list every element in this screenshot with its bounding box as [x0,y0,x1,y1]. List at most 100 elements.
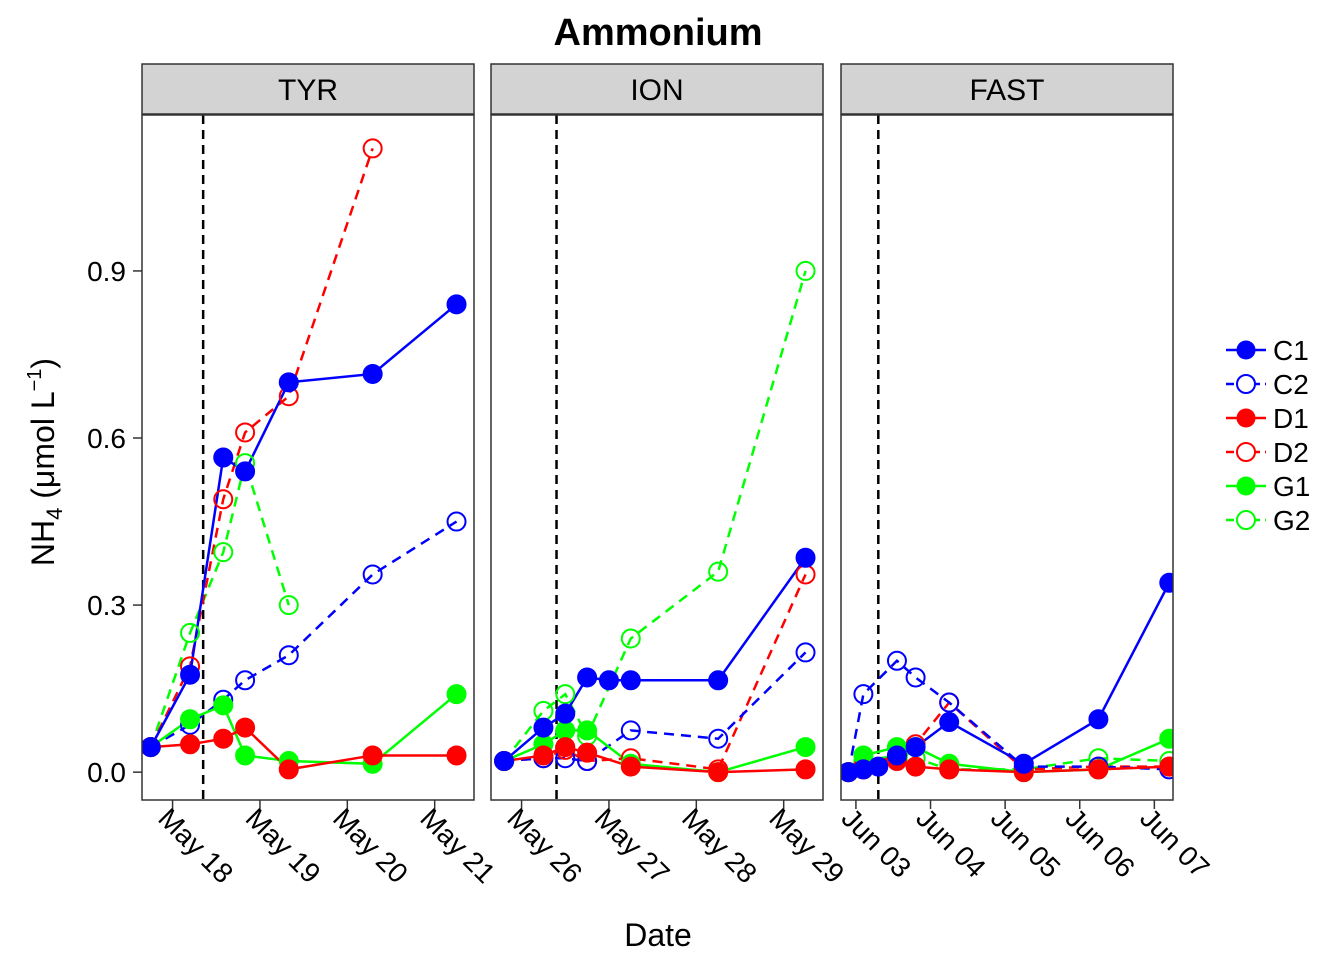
point-g2 [180,622,201,643]
legend-item-g1: G1 [1226,471,1310,502]
x-tick-label: May 27 [589,802,676,889]
point-c1 [494,751,515,772]
point-c2 [446,511,467,532]
point-d1 [708,762,729,783]
point-c1 [180,664,201,685]
legend-label: D2 [1273,437,1309,468]
point-c1 [598,670,619,691]
panel-data [494,260,816,783]
legend-item-g2: G2 [1226,505,1310,536]
point-g2 [620,628,641,649]
x-tick-label: May 26 [501,802,588,889]
point-c1 [278,372,299,393]
point-d1 [278,759,299,780]
point-c1 [577,667,598,688]
y-axis-title-close: ) [25,358,61,369]
x-tick-label: Jun 07 [1134,802,1215,883]
point-g1 [555,720,576,741]
svg-text:NH4 (μmol L−1): NH4 (μmol L−1) [24,358,67,566]
point-c1 [886,745,907,766]
point-c1 [1088,709,1109,730]
point-c2 [278,645,299,666]
strip-label: FAST [969,74,1044,107]
point-d1 [620,756,641,777]
point-c1 [555,703,576,724]
legend-key-point [1236,510,1256,530]
point-c2 [939,692,960,713]
point-c1 [533,717,554,738]
point-g2 [708,561,729,582]
point-c1 [868,756,889,777]
x-tick-label: Jun 04 [910,802,991,883]
legend-label: G1 [1273,471,1310,502]
point-g2 [213,542,234,563]
point-c1 [362,363,383,384]
point-g2 [278,595,299,616]
panel-data [841,572,1173,783]
x-tick-label: May 28 [676,802,763,889]
y-axis-title-sup: −1 [24,369,46,392]
panel-tyr: TYR May 18 May 19 May 20 May 21 [141,63,501,889]
point-d2 [213,489,234,510]
x-tick-label: Jun 03 [836,802,917,883]
legend-item-d2: D2 [1226,437,1309,468]
legend-key-point [1236,476,1256,496]
legend-label: C2 [1273,369,1309,400]
point-d2 [362,138,383,159]
point-d2 [235,422,256,443]
point-d1 [533,745,554,766]
legend-item-c2: C2 [1226,369,1309,400]
point-d1 [795,759,816,780]
point-c2 [795,642,816,663]
point-c1 [446,294,467,315]
point-d1 [1088,759,1109,780]
series-line-d2 [149,148,374,748]
x-tick-label: Jun 05 [985,802,1066,883]
legend-key-point [1236,408,1256,428]
panel-border [141,114,475,801]
x-tick-label: Jun 06 [1059,802,1140,883]
y-axis: 0.0 0.3 0.6 0.9 [87,256,142,788]
point-d1 [555,737,576,758]
strip-background [840,63,1174,115]
y-axis-title-units: (μmol L [25,391,61,507]
y-tick-label: 0.0 [87,757,126,788]
point-c1 [620,670,641,691]
legend-item-d1: D1 [1226,403,1309,434]
point-g1 [180,709,201,730]
point-d1 [235,717,256,738]
strip-background [490,63,824,115]
point-c1 [905,737,926,758]
point-d1 [180,734,201,755]
point-d1 [446,745,467,766]
series-line-g2 [503,270,807,762]
panel-ion: ION May 26 May 27 May 28 May 29 [490,63,850,889]
point-d1 [939,759,960,780]
x-axis-title: Date [624,917,692,953]
series-line-g1 [150,693,458,766]
strip-label: TYR [278,74,338,107]
point-c2 [905,667,926,688]
point-g2 [795,260,816,281]
series-line-c2 [847,659,1170,773]
point-d1 [577,742,598,763]
panel-border [490,114,824,801]
strip-label: ION [630,74,683,107]
legend-key-point [1236,340,1256,360]
x-tick-label: May 18 [152,802,239,889]
point-g1 [235,745,256,766]
point-g1 [213,695,234,716]
point-g2 [533,700,554,721]
series-line-g2 [149,458,290,748]
y-tick-label: 0.9 [87,256,126,287]
point-g1 [446,684,467,705]
strip-background [141,63,475,115]
legend-label: D1 [1273,403,1309,434]
point-c1 [795,547,816,568]
y-axis-title-sub: 4 [42,508,67,520]
point-c2 [235,670,256,691]
